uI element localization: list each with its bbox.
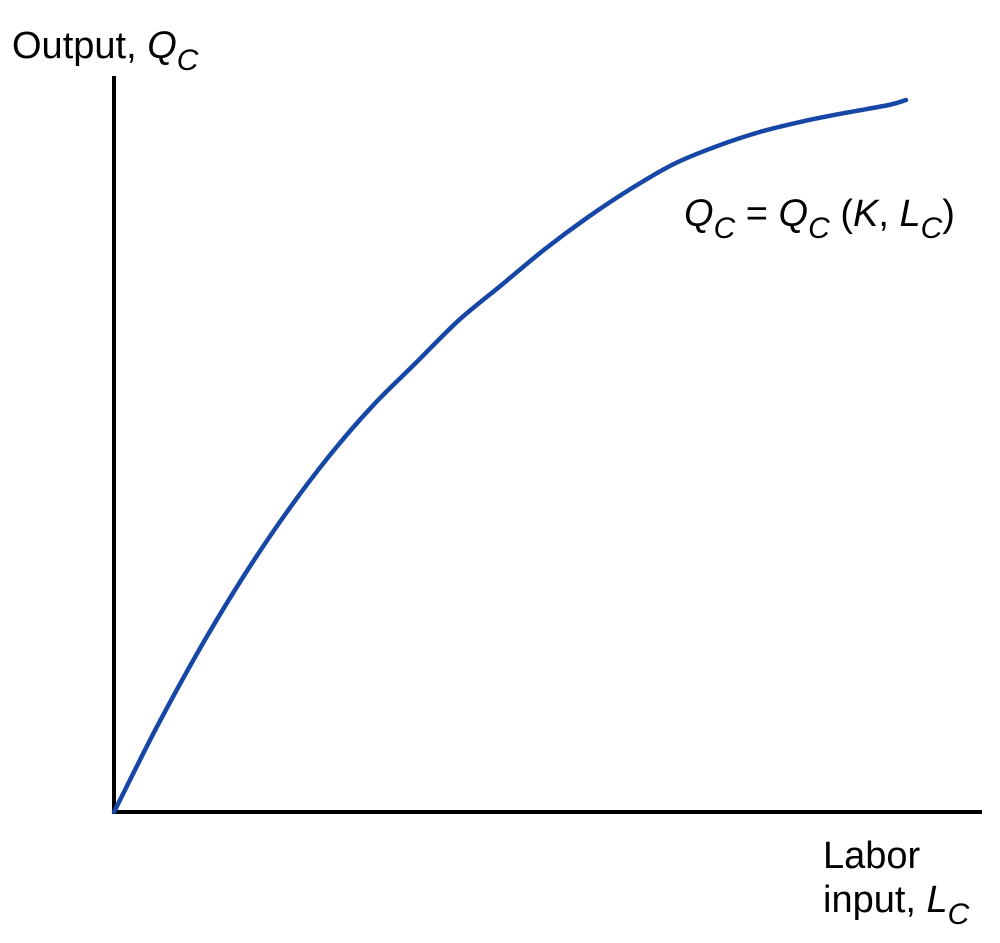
annotation-rhs-subscript: C (808, 212, 830, 245)
annotation-rhs-variable: Q (779, 193, 809, 235)
annotation-labor-subscript: C (921, 212, 943, 245)
annotation-open-paren: ( (830, 193, 854, 235)
annotation-lhs-variable: Q (684, 193, 714, 235)
annotation-capital: K (853, 193, 880, 235)
annotation-equals: = (735, 193, 778, 235)
x-axis-label-line1: Labor (823, 835, 921, 877)
y-axis-label-subscript: C (177, 44, 199, 77)
annotation-lhs-subscript: C (714, 212, 736, 245)
x-axis-label-text: input, (823, 879, 927, 921)
y-axis-label-variable: Q (147, 25, 177, 67)
function-annotation: QC = QC (K, LC) (684, 193, 955, 245)
y-axis-label-text: Output, (12, 25, 147, 67)
annotation-close-paren: ) (942, 193, 955, 235)
annotation-comma: , (878, 193, 899, 235)
y-axis-label: Output, QC (12, 25, 199, 77)
x-axis-label-subscript: C (948, 898, 970, 931)
annotation-labor-variable: L (899, 193, 920, 235)
production-curve (111, 97, 909, 815)
x-axis-label-line2: input, LC (823, 879, 970, 931)
x-axis-label-variable: L (927, 879, 948, 921)
